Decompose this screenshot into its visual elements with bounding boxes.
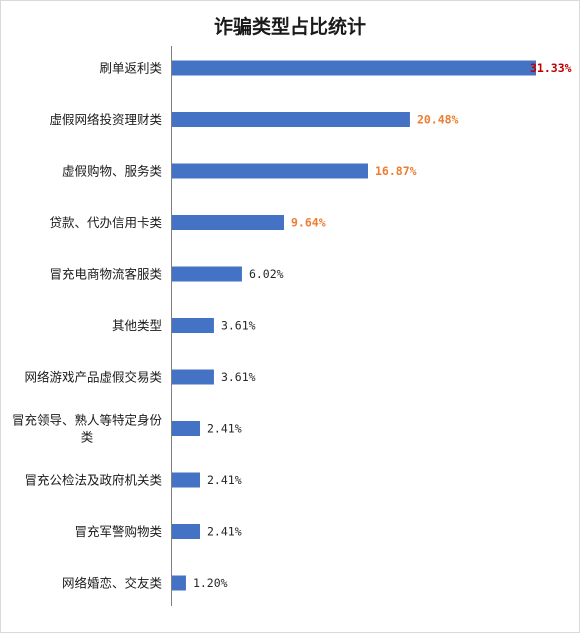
bar-8 xyxy=(172,421,200,436)
category-label-4: 贷款、代办信用卡类 xyxy=(49,215,162,230)
category-label-7: 网络游戏产品虚假交易类 xyxy=(24,370,162,385)
bar-5 xyxy=(172,266,242,282)
value-label-10: 2.41% xyxy=(207,525,242,539)
category-label-1: 刷单返利类 xyxy=(99,61,162,76)
value-label-1: 31.33% xyxy=(530,61,572,75)
bar-7 xyxy=(172,369,214,385)
category-label-5: 冒充电商物流客服类 xyxy=(49,267,162,282)
value-label-2: 20.48% xyxy=(417,113,459,127)
category-label-10: 冒充军警购物类 xyxy=(74,524,162,539)
value-label-4: 9.64% xyxy=(291,216,326,230)
category-label-8: 冒充领导、熟人等特定身份类 xyxy=(12,413,163,445)
category-label-11: 网络婚恋、交友类 xyxy=(62,576,163,591)
category-label-2: 虚假网络投资理财类 xyxy=(49,112,162,127)
bar-1 xyxy=(172,60,536,76)
bar-10 xyxy=(172,524,200,539)
value-label-5: 6.02% xyxy=(249,267,284,281)
category-label-6: 其他类型 xyxy=(112,318,162,333)
value-label-9: 2.41% xyxy=(207,473,242,487)
bar-11 xyxy=(172,575,186,591)
category-labels-group: 刷单返利类虚假网络投资理财类虚假购物、服务类贷款、代办信用卡类冒充电商物流客服类… xyxy=(12,61,163,591)
chart-title: 诈骗类型占比统计 xyxy=(214,15,366,38)
value-labels-group: 31.33% 20.48% 16.87% 9.64% 6.02% 3.61% 3.61% 2.… xyxy=(193,61,572,590)
bar-4 xyxy=(172,215,284,230)
bars-group xyxy=(172,60,536,591)
value-label-6: 3.61% xyxy=(221,319,256,333)
value-label-3: 16.87% xyxy=(375,164,417,178)
bar-9 xyxy=(172,472,200,488)
category-label-3: 虚假购物、服务类 xyxy=(62,164,163,179)
bar-3 xyxy=(172,163,368,179)
value-label-11: 1.20% xyxy=(193,576,228,590)
bar-2 xyxy=(172,112,410,127)
bar-6 xyxy=(172,318,214,333)
category-label-9: 冒充公检法及政府机关类 xyxy=(24,473,162,488)
value-label-7: 3.61% xyxy=(221,370,256,384)
value-label-8: 2.41% xyxy=(207,422,242,436)
